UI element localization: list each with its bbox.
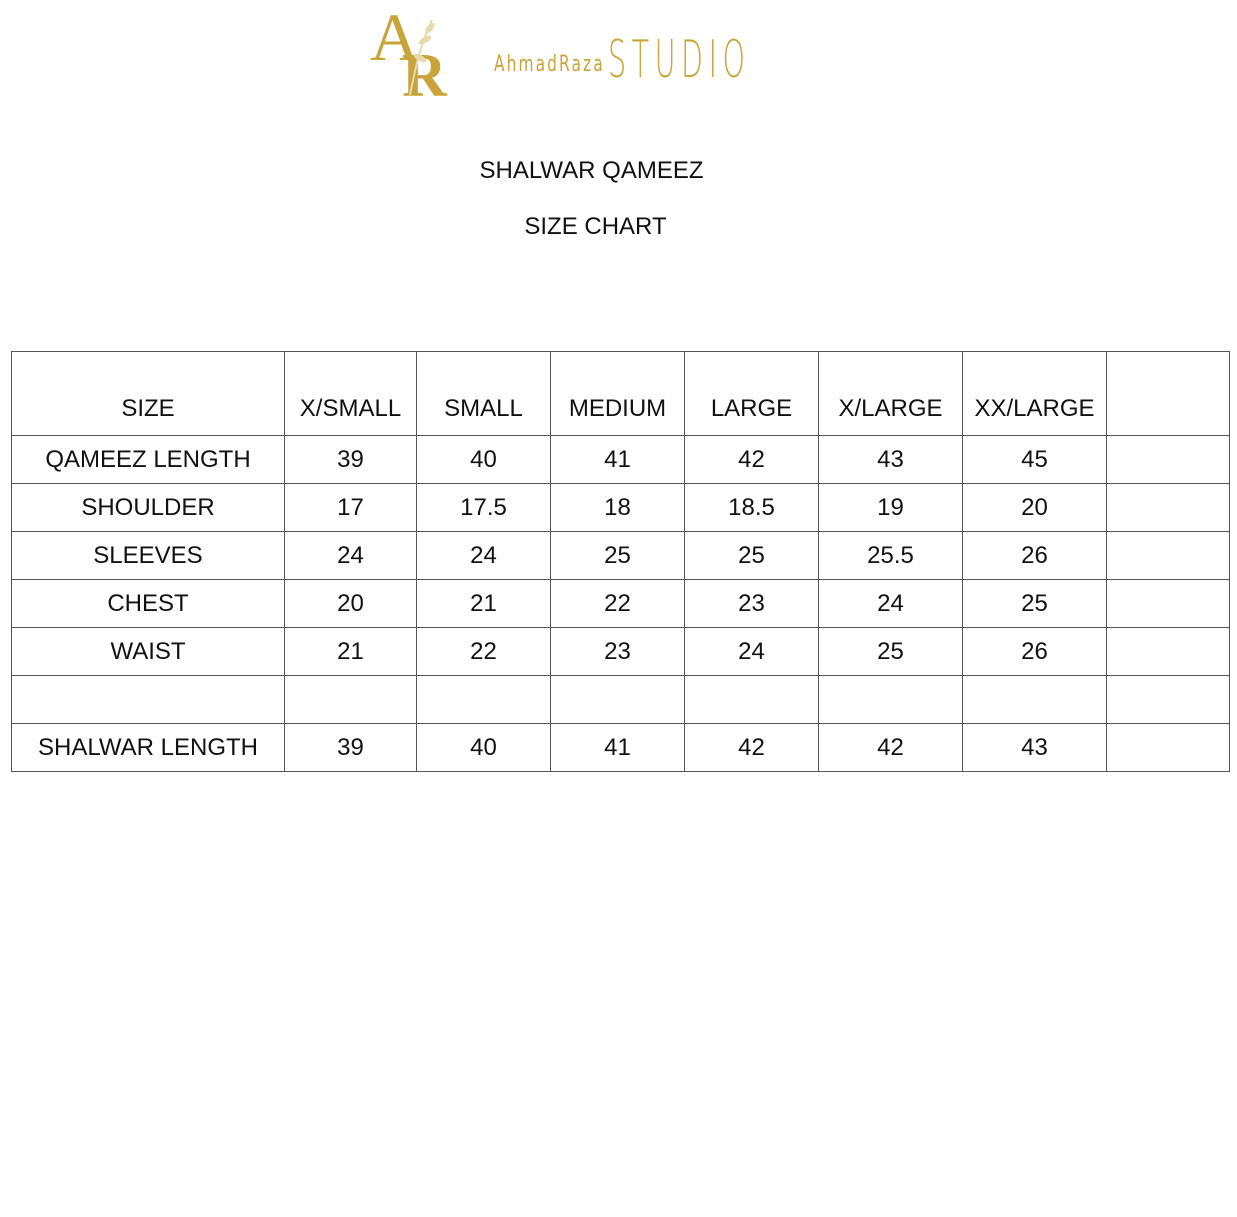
table-cell: 24 xyxy=(284,531,417,580)
table-row: SHALWAR LENGTH 39 40 41 42 42 43 xyxy=(11,723,1230,772)
table-cell: 40 xyxy=(416,435,551,484)
brand-name: AhmadRaza xyxy=(494,52,605,77)
table-cell: 18 xyxy=(550,483,685,532)
column-header: LARGE xyxy=(684,351,819,436)
row-label: CHEST xyxy=(11,579,285,628)
size-chart-table: SIZE X/SMALL SMALL MEDIUM LARGE X/LARGE XX/LAR… xyxy=(11,351,1230,772)
table-cell xyxy=(1106,723,1230,772)
table-header-row: SIZE X/SMALL SMALL MEDIUM LARGE X/LARGE XX/LAR… xyxy=(11,351,1230,436)
row-label: SHOULDER xyxy=(11,483,285,532)
table-cell: 24 xyxy=(684,627,819,676)
table-cell: 17 xyxy=(284,483,417,532)
svg-text:A: A xyxy=(370,0,419,75)
table-cell xyxy=(818,675,963,724)
table-cell: 23 xyxy=(550,627,685,676)
table-cell: 20 xyxy=(284,579,417,628)
table-cell: 25 xyxy=(550,531,685,580)
table-cell xyxy=(1106,675,1230,724)
table-cell xyxy=(550,675,685,724)
table-row: QAMEEZ LENGTH 39 40 41 42 43 45 xyxy=(11,435,1230,484)
column-header: X/SMALL xyxy=(284,351,417,436)
brand-logo: A R AhmadRaza STUDIO xyxy=(370,0,760,100)
table-cell xyxy=(1106,483,1230,532)
table-cell: 25 xyxy=(818,627,963,676)
table-cell: 42 xyxy=(684,435,819,484)
row-label: QAMEEZ LENGTH xyxy=(11,435,285,484)
table-row: CHEST 20 21 22 23 24 25 xyxy=(11,579,1230,628)
column-header: X/LARGE xyxy=(818,351,963,436)
table-cell xyxy=(284,675,417,724)
table-cell: 42 xyxy=(684,723,819,772)
brand-suffix: STUDIO xyxy=(608,30,751,90)
table-cell: 42 xyxy=(818,723,963,772)
table-cell: 25.5 xyxy=(818,531,963,580)
table-cell: 26 xyxy=(962,531,1107,580)
page-title: SHALWAR QAMEEZ xyxy=(479,157,704,184)
table-cell xyxy=(416,675,551,724)
column-header xyxy=(1106,351,1230,436)
column-header: SMALL xyxy=(416,351,551,436)
table-cell: 25 xyxy=(962,579,1107,628)
table-cell: 20 xyxy=(962,483,1107,532)
table-cell: 21 xyxy=(416,579,551,628)
table-cell: 17.5 xyxy=(416,483,551,532)
table-cell: 39 xyxy=(284,723,417,772)
table-cell: 45 xyxy=(962,435,1107,484)
table-row: SLEEVES 24 24 25 25 25.5 26 xyxy=(11,531,1230,580)
table-cell: 43 xyxy=(818,435,963,484)
table-cell: 24 xyxy=(416,531,551,580)
table-cell xyxy=(1106,627,1230,676)
page-subtitle: SIZE CHART xyxy=(524,213,667,240)
table-cell: 25 xyxy=(684,531,819,580)
svg-text:R: R xyxy=(402,42,448,100)
table-cell xyxy=(962,675,1107,724)
column-header: SIZE xyxy=(11,351,285,436)
table-cell: 26 xyxy=(962,627,1107,676)
table-cell: 41 xyxy=(550,723,685,772)
table-cell xyxy=(1106,531,1230,580)
table-cell xyxy=(1106,435,1230,484)
table-cell: 23 xyxy=(684,579,819,628)
table-cell xyxy=(684,675,819,724)
table-cell: 21 xyxy=(284,627,417,676)
table-cell: 22 xyxy=(550,579,685,628)
column-header: XX/LARGE xyxy=(962,351,1107,436)
table-row: SHOULDER 17 17.5 18 18.5 19 20 xyxy=(11,483,1230,532)
row-label: WAIST xyxy=(11,627,285,676)
column-header: MEDIUM xyxy=(550,351,685,436)
row-label xyxy=(11,675,285,724)
row-label: SLEEVES xyxy=(11,531,285,580)
table-cell: 18.5 xyxy=(684,483,819,532)
table-cell: 19 xyxy=(818,483,963,532)
table-cell: 41 xyxy=(550,435,685,484)
table-cell: 39 xyxy=(284,435,417,484)
ar-monogram-logo-icon: A R xyxy=(370,0,448,100)
table-row xyxy=(11,675,1230,724)
table-cell: 22 xyxy=(416,627,551,676)
row-label: SHALWAR LENGTH xyxy=(11,723,285,772)
table-cell: 24 xyxy=(818,579,963,628)
table-cell: 43 xyxy=(962,723,1107,772)
table-cell xyxy=(1106,579,1230,628)
table-cell: 40 xyxy=(416,723,551,772)
table-row: WAIST 21 22 23 24 25 26 xyxy=(11,627,1230,676)
